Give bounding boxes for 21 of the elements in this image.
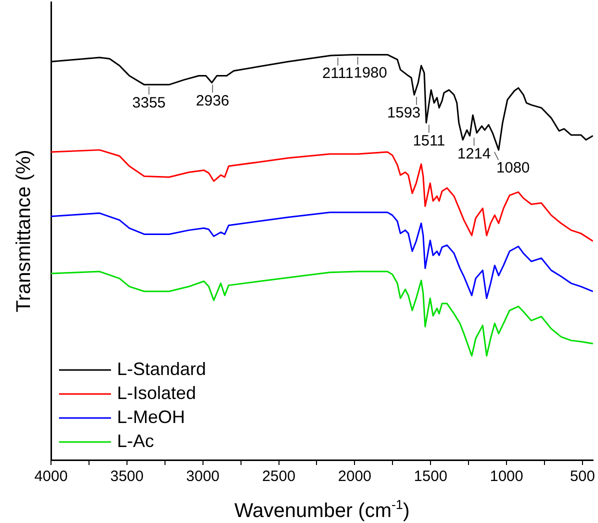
legend-label: L-Standard [117,358,206,379]
annotation: 1080 [496,160,530,177]
annotation: 3355 [132,94,166,112]
annotation: 1214 [457,145,491,162]
legend-label: L-Isolated [117,382,196,403]
x-tick-label: 3500 [110,468,144,486]
x-tick-label: 1000 [490,468,524,486]
annotation: 1593 [387,104,421,122]
legend-label: L-Ac [117,430,154,451]
annotation: 1980 [354,64,388,82]
x-tick-label: 500 [570,468,595,486]
y-axis-title: Transmittance (%) [13,150,35,312]
annotation: 1511 [412,132,446,150]
x-tick-label: 1500 [414,468,448,486]
x-tick-label: 2000 [338,468,372,486]
annotation: 2936 [196,92,230,110]
x-tick-label: 2500 [262,468,296,486]
x-tick-label: 4000 [34,468,68,486]
annotation: 2111 [322,65,354,82]
legend-label: L-MeOH [117,406,186,427]
x-tick-label: 3000 [186,468,220,486]
